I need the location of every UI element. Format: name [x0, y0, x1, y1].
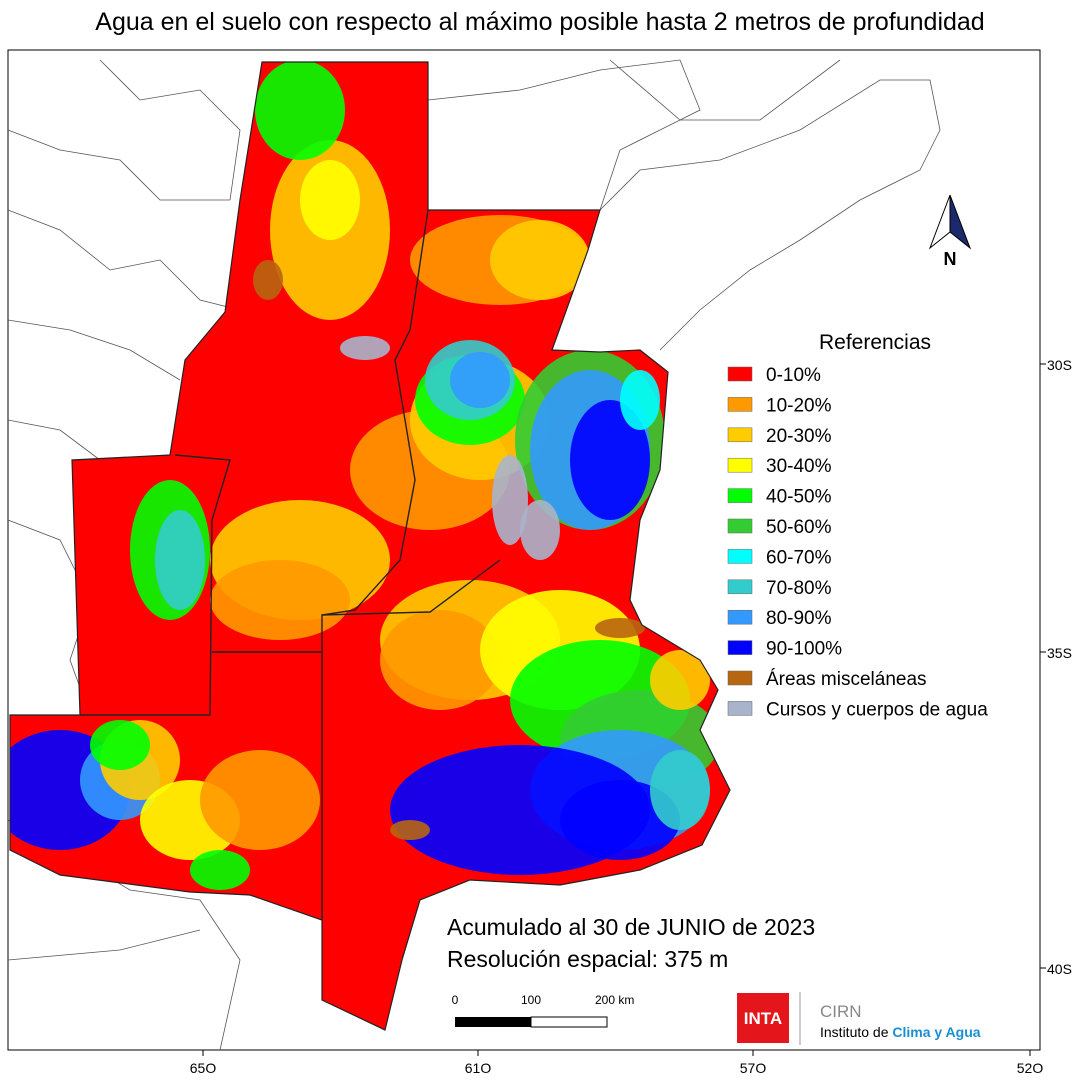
class-area [255, 62, 345, 160]
lon-label: 52O [1017, 1060, 1044, 1076]
legend-swatch [727, 640, 753, 655]
lon-label: 65O [190, 1060, 217, 1076]
legend-swatch [727, 549, 753, 564]
legend-label: 30-40% [766, 456, 832, 477]
class-area [253, 260, 283, 300]
class-area [340, 336, 390, 360]
north-arrow-right [949, 194, 972, 250]
cirn-logo: CIRN [820, 1002, 862, 1021]
legend-swatch [727, 366, 753, 382]
latitude-labels: 30S 35S 40S [1040, 357, 1072, 977]
boundary-line [7, 419, 101, 461]
class-area [200, 750, 320, 850]
class-area [90, 720, 150, 770]
legend-swatch [727, 701, 753, 716]
inta-logo-box [737, 993, 789, 1043]
lon-label: 57O [740, 1060, 767, 1076]
legend-swatch [727, 427, 753, 443]
scale-bar: 0 100 200 km [452, 993, 634, 1028]
note-line: Acumulado al 30 de JUNIO de 2023 [447, 914, 815, 940]
institute-name: Instituto de Clima y Agua [820, 1024, 981, 1040]
boundary-line [7, 129, 230, 201]
lat-label: 30S [1047, 357, 1072, 373]
legend-label: Áreas misceláneas [766, 669, 927, 690]
longitude-labels: 65O 61O 57O 52O [190, 1050, 1044, 1076]
boundary-line [609, 59, 841, 121]
scale-label: 100 [521, 993, 541, 1007]
legend: 0-10% 10-20% 20-30% 30-40% 40-50% 50-60% 60-70… [727, 365, 988, 720]
boundary-line [7, 319, 181, 381]
legend-label: 60-70% [766, 547, 832, 568]
legend-swatch [727, 609, 753, 625]
class-area [490, 220, 590, 300]
north-arrow: N [928, 194, 972, 269]
class-area [190, 850, 250, 890]
legend-label: 20-30% [766, 426, 832, 447]
title: Agua en el suelo con respecto al máximo … [95, 8, 984, 36]
region-outline [9, 61, 731, 1031]
class-area [570, 400, 650, 520]
logos: INTA CIRN Instituto de Clima y Agua [737, 992, 981, 1045]
class-area [450, 352, 510, 408]
lon-label: 61O [465, 1060, 492, 1076]
class-area [650, 650, 710, 710]
institute-name-part: Clima y Agua [892, 1024, 980, 1040]
boundary-line [427, 59, 701, 211]
class-area [620, 370, 660, 430]
boundary-line [599, 79, 941, 351]
institute-name-part: Instituto de [820, 1024, 892, 1040]
legend-swatch [727, 579, 753, 595]
province-line [80, 454, 231, 716]
legend-label: 10-20% [766, 395, 832, 416]
lat-label: 40S [1047, 961, 1072, 977]
scale-segment [455, 1017, 531, 1027]
legend-label: 70-80% [766, 578, 832, 599]
scale-segment [530, 1016, 608, 1028]
class-area [155, 510, 205, 610]
boundary-line [7, 209, 241, 311]
class-area [492, 455, 528, 545]
north-label: N [944, 249, 957, 269]
class-area [650, 750, 710, 830]
note-line: Resolución espacial: 375 m [447, 946, 728, 972]
legend-swatch [727, 670, 753, 686]
class-area [520, 500, 560, 560]
legend-label: 50-60% [766, 517, 832, 538]
legend-label: 0-10% [766, 365, 821, 386]
legend-swatch [727, 397, 753, 412]
inta-logo: INTA [744, 1009, 782, 1028]
province-line [321, 559, 501, 616]
class-area [390, 820, 430, 840]
legend-swatch [727, 488, 753, 503]
legend-swatch [727, 518, 753, 534]
lat-label: 35S [1047, 645, 1072, 661]
legend-swatch [727, 457, 753, 473]
scale-label: 0 [452, 993, 459, 1007]
class-area [210, 560, 350, 640]
class-area [300, 160, 360, 240]
boundary-line [7, 929, 201, 961]
class-area [560, 780, 680, 860]
boundary-line [99, 59, 241, 201]
province-boundaries [80, 209, 501, 920]
legend-label: 40-50% [766, 487, 832, 508]
scale-label: 200 km [595, 993, 634, 1007]
class-area [595, 618, 645, 638]
legend-label: 80-90% [766, 608, 832, 629]
legend-label: 90-100% [766, 639, 842, 660]
legend-label: Cursos y cuerpos de agua [766, 699, 988, 720]
class-area [380, 610, 500, 710]
legend-title: Referencias [819, 331, 931, 354]
